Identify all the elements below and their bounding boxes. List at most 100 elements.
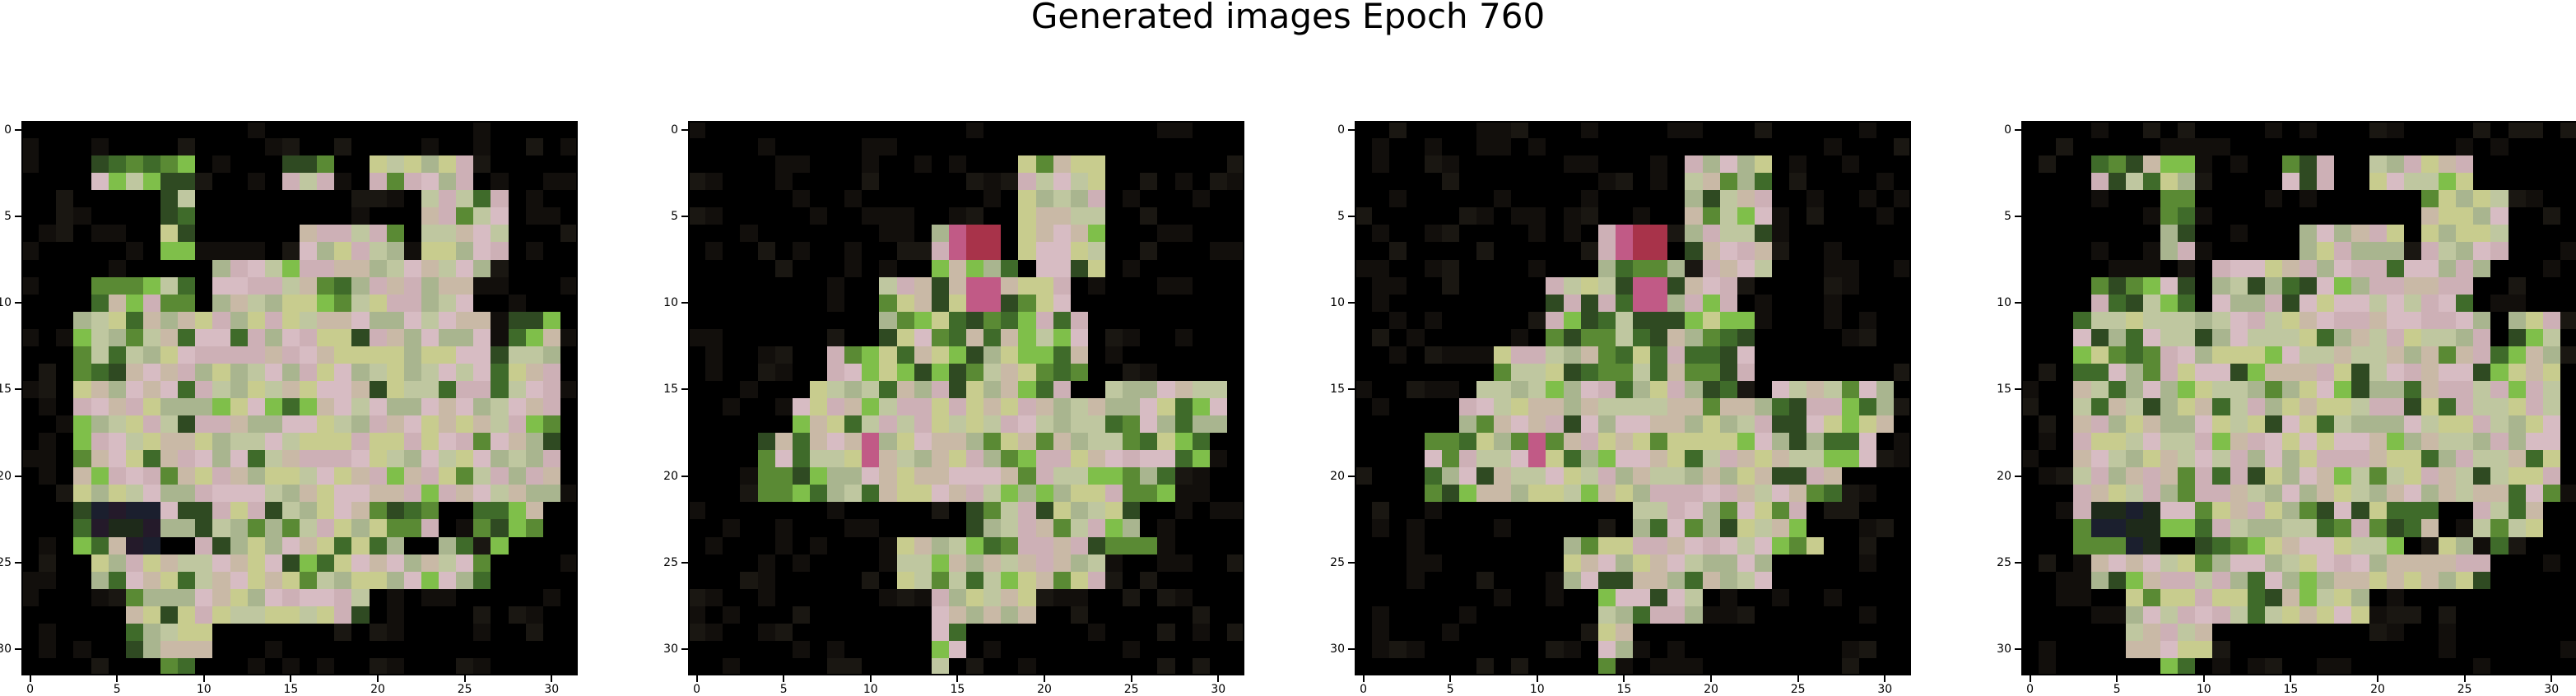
heatmap-cell [2508, 311, 2526, 329]
heatmap-cell [21, 433, 40, 451]
heatmap-cell [1650, 623, 1668, 641]
heatmap-cell [439, 294, 457, 312]
heatmap-cell [705, 155, 723, 174]
heatmap-cell [1806, 363, 1825, 381]
heatmap-cell [1858, 606, 1876, 624]
heatmap-cell [2456, 346, 2474, 364]
heatmap-cell [2560, 328, 2576, 346]
heatmap-cell [2125, 190, 2143, 208]
heatmap-cell [439, 571, 457, 589]
heatmap-cell [178, 380, 196, 398]
x-tick [551, 675, 553, 682]
heatmap-cell [39, 588, 57, 606]
heatmap-cell [2473, 207, 2491, 225]
heatmap-cell [705, 415, 723, 434]
heatmap-cell [2073, 536, 2091, 554]
heatmap-cell [1615, 415, 1633, 434]
heatmap-cell [1087, 623, 1105, 641]
heatmap-cell [1105, 657, 1123, 675]
heatmap-cell [1226, 398, 1244, 416]
heatmap-cell [1355, 207, 1373, 225]
heatmap-cell [1209, 640, 1227, 658]
heatmap-cell [896, 502, 914, 520]
heatmap-cell [1157, 502, 1175, 520]
heatmap-cell [879, 294, 897, 312]
heatmap-cell [142, 225, 160, 243]
heatmap-cell [1667, 657, 1686, 675]
heatmap-cell [1858, 571, 1876, 589]
heatmap-cell [2281, 554, 2299, 572]
heatmap-cell [2195, 328, 2213, 346]
heatmap-cell [1355, 433, 1373, 451]
heatmap-cell [2212, 467, 2230, 485]
heatmap-cell [1001, 190, 1019, 208]
heatmap-cell [2056, 121, 2074, 139]
heatmap-cell [2403, 138, 2421, 156]
heatmap-cell [2090, 415, 2109, 434]
heatmap-cell [1226, 155, 1244, 174]
y-tick [2015, 562, 2021, 564]
heatmap-cell [2142, 536, 2160, 554]
heatmap-cell [142, 173, 160, 191]
y-tick-label: 20 [1997, 469, 2011, 483]
heatmap-cell [705, 433, 723, 451]
heatmap-cell [2021, 242, 2039, 260]
heatmap-cell [508, 346, 526, 364]
heatmap-cell [1389, 415, 1407, 434]
heatmap-cell [809, 190, 827, 208]
heatmap-cell [1355, 450, 1373, 468]
heatmap-cell [195, 138, 213, 156]
heatmap-cell [2403, 155, 2421, 174]
heatmap-cell [2403, 554, 2421, 572]
heatmap-cell [705, 311, 723, 329]
heatmap-cell [1702, 138, 1720, 156]
heatmap-cell [688, 190, 706, 208]
heatmap-cell [2264, 415, 2282, 434]
heatmap-cell [1441, 571, 1459, 589]
heatmap-cell [1754, 380, 1772, 398]
heatmap-cell [2386, 121, 2404, 139]
heatmap-cell [56, 554, 74, 572]
heatmap-cell [125, 294, 143, 312]
heatmap-cell [281, 363, 300, 381]
heatmap-cell [300, 207, 318, 225]
heatmap-cell [1789, 502, 1807, 520]
heatmap-cell [39, 502, 57, 520]
heatmap-cell [142, 467, 160, 485]
heatmap-cell [1209, 155, 1227, 174]
heatmap-cell [1226, 225, 1244, 243]
heatmap-cell [56, 415, 74, 434]
heatmap-cell [542, 311, 560, 329]
heatmap-cell [178, 433, 196, 451]
heatmap-cell [1389, 207, 1407, 225]
heatmap-cell [2178, 519, 2196, 537]
heatmap-cell [2508, 502, 2526, 520]
heatmap-cell [1001, 138, 1019, 156]
heatmap-cell [160, 190, 179, 208]
heatmap-cell [1001, 606, 1019, 624]
heatmap-cell [2264, 363, 2282, 381]
heatmap-cell [757, 415, 775, 434]
heatmap-cell [1754, 571, 1772, 589]
heatmap-cell [2125, 311, 2143, 329]
heatmap-cell [896, 346, 914, 364]
heatmap-cell [1893, 363, 1911, 381]
heatmap-cell [525, 225, 543, 243]
heatmap-cell [108, 571, 126, 589]
heatmap-cell [1789, 363, 1807, 381]
heatmap-cell [281, 242, 300, 260]
heatmap-cell [1841, 433, 1859, 451]
heatmap-cell [1841, 155, 1859, 174]
heatmap-cell [473, 121, 491, 139]
heatmap-cell [1824, 207, 1842, 225]
heatmap-cell [2542, 640, 2560, 658]
heatmap-cell [723, 623, 741, 641]
heatmap-cell [688, 363, 706, 381]
heatmap-cell [2281, 450, 2299, 468]
heatmap-cell [403, 294, 421, 312]
heatmap-cell [2039, 640, 2057, 658]
heatmap-cell [1685, 519, 1703, 537]
heatmap-cell [195, 519, 213, 537]
heatmap-cell [1209, 225, 1227, 243]
heatmap-cell [334, 502, 352, 520]
